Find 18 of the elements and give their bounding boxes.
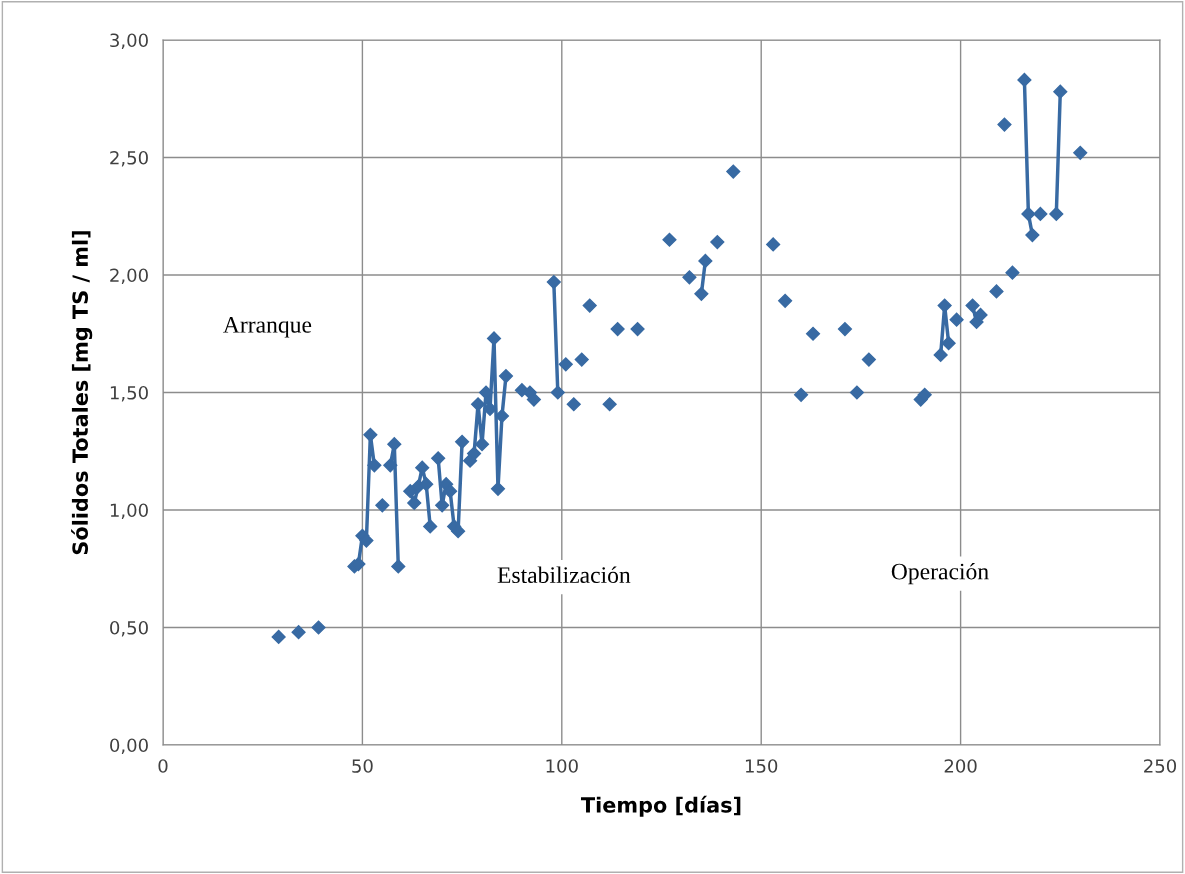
x-tick-label: 0: [158, 759, 168, 773]
annotation: Estabilización: [497, 566, 631, 584]
x-tick-label: 250: [1144, 759, 1177, 773]
annotation: Arranque: [223, 316, 312, 338]
x-tick-label: 150: [745, 759, 778, 773]
x-tick-label: 200: [944, 759, 977, 773]
x-tick-label: 100: [546, 759, 578, 773]
y-tick-label: 0,50: [110, 620, 148, 637]
y-tick-label: 2,50: [110, 150, 148, 167]
x-axis-title: Tiempo [días]: [580, 795, 741, 817]
annotation: Operación: [891, 562, 989, 585]
y-axis-title: Sólidos Totales [mg TS / ml]: [71, 231, 93, 555]
y-tick-label: 2,00: [110, 268, 148, 284]
y-tick-label: 3,00: [110, 33, 148, 49]
x-tick-label: 50: [352, 759, 373, 773]
y-tick-label: 0,00: [110, 738, 148, 754]
y-tick-label: 1,00: [110, 503, 148, 519]
y-tick-label: 1,50: [110, 385, 148, 402]
